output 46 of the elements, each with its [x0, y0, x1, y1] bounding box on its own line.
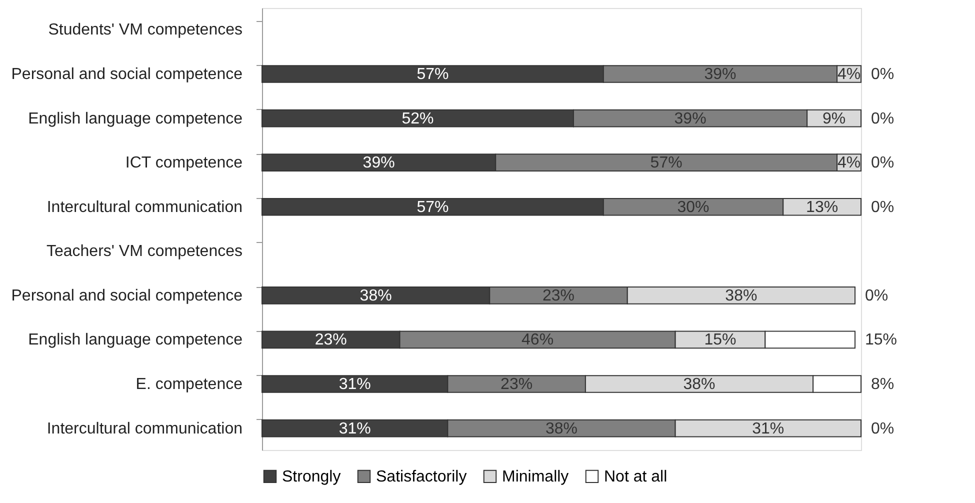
data-label: 31% — [338, 420, 371, 438]
data-label: 39% — [674, 110, 706, 128]
y-tick-label: ICT competence — [125, 154, 243, 172]
data-label: 23% — [314, 332, 347, 349]
data-label: 0% — [871, 420, 894, 438]
data-label: 15% — [704, 332, 736, 349]
data-label: 39% — [362, 154, 395, 172]
y-tick-label: E. competence — [136, 376, 243, 394]
data-label: 0% — [871, 154, 894, 172]
data-label: 39% — [704, 66, 736, 83]
legend-label: Satisfactorily — [376, 468, 467, 486]
data-label: 0% — [871, 66, 894, 83]
y-tick-label: Students' VM competences — [48, 22, 242, 39]
y-tick-label: Personal and social competence — [11, 287, 243, 304]
data-label: 8% — [871, 376, 894, 394]
legend-label: Minimally — [502, 468, 569, 486]
legend-label: Not at all — [604, 468, 668, 486]
data-label: 0% — [871, 198, 894, 216]
data-label: 13% — [806, 198, 838, 216]
data-label: 0% — [871, 110, 894, 128]
data-label: 38% — [545, 420, 578, 438]
data-label: 52% — [402, 110, 434, 128]
data-label: 31% — [338, 376, 371, 394]
data-label: 57% — [416, 198, 449, 216]
data-label: 23% — [500, 376, 533, 394]
y-tick-label: English language competence — [28, 332, 243, 349]
data-label: 46% — [522, 332, 554, 349]
data-label: 15% — [865, 332, 898, 349]
data-label: 57% — [416, 66, 449, 83]
y-tick-label: Personal and social competence — [11, 66, 243, 83]
y-tick-label: Intercultural communication — [46, 198, 242, 216]
data-label: 38% — [725, 287, 758, 304]
data-label: 4% — [837, 66, 861, 83]
data-label: 38% — [683, 376, 716, 394]
y-tick-label: Teachers' VM competences — [46, 243, 242, 260]
y-tick-label: English language competence — [28, 110, 243, 128]
data-label: 0% — [865, 287, 888, 304]
data-label: 38% — [360, 287, 392, 304]
legend-label: Strongly — [282, 468, 341, 486]
data-label: 4% — [837, 154, 861, 172]
data-label: 31% — [752, 420, 784, 438]
data-label: 30% — [677, 198, 710, 216]
data-label: 9% — [822, 110, 846, 128]
y-tick-label: Intercultural communication — [46, 420, 242, 438]
data-label: 23% — [542, 287, 575, 304]
data-label: 57% — [650, 154, 682, 172]
